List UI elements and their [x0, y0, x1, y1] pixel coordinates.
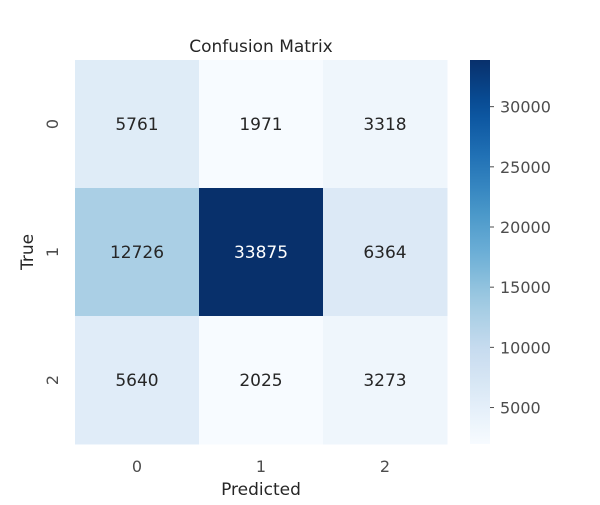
x-axis-label: Predicted	[221, 480, 301, 500]
chart-title: Confusion Matrix	[189, 37, 333, 57]
y-axis-label: True	[18, 234, 38, 271]
heatmap-cell-r0-c2	[323, 60, 448, 189]
heatmap-cell-r2-c1	[199, 316, 324, 445]
colorbar-tick-label: 30000	[500, 98, 551, 117]
x-tick-label: 1	[256, 457, 266, 476]
x-tick-label: 2	[380, 457, 390, 476]
x-axis-ticks: 0 1 2	[132, 457, 390, 476]
y-tick-label: 0	[43, 119, 62, 129]
cell-value-label: 6364	[363, 243, 406, 263]
cell-value-label: 3318	[363, 115, 406, 135]
cell-value-label: 5640	[115, 371, 158, 391]
heatmap-cell-labels: 5761 1971 3318 12726 33875 6364 5640 2025 3273	[110, 115, 407, 391]
heatmap-cells	[75, 60, 448, 445]
y-axis-ticks: 0 1 2	[43, 119, 62, 385]
colorbar-tick-label: 10000	[500, 338, 551, 357]
cell-value-label: 33875	[234, 243, 288, 263]
colorbar	[470, 60, 490, 444]
heatmap-cell-r2-c0	[75, 316, 200, 445]
colorbar-tick-label: 5000	[500, 399, 541, 418]
colorbar-tick-label: 20000	[500, 218, 551, 237]
colorbar-tick-label: 25000	[500, 158, 551, 177]
heatmap-cell-r1-c1	[199, 188, 324, 317]
y-tick-label: 1	[43, 247, 62, 257]
cell-value-label: 3273	[363, 371, 406, 391]
heatmap-cell-r2-c2	[323, 316, 448, 445]
cell-value-label: 1971	[239, 115, 282, 135]
heatmap-cell-r0-c1	[199, 60, 324, 189]
cell-value-label: 2025	[239, 371, 282, 391]
heatmap-cell-r0-c0	[75, 60, 200, 189]
heatmap-cell-r1-c2	[323, 188, 448, 317]
cell-value-label: 5761	[115, 115, 158, 135]
y-tick-label: 2	[43, 375, 62, 385]
colorbar-tick-label: 15000	[500, 278, 551, 297]
cell-value-label: 12726	[110, 243, 164, 263]
heatmap-cell-r1-c0	[75, 188, 200, 317]
x-tick-label: 0	[132, 457, 142, 476]
colorbar-ticks: 5000 10000 15000 20000 25000 30000	[490, 98, 551, 418]
